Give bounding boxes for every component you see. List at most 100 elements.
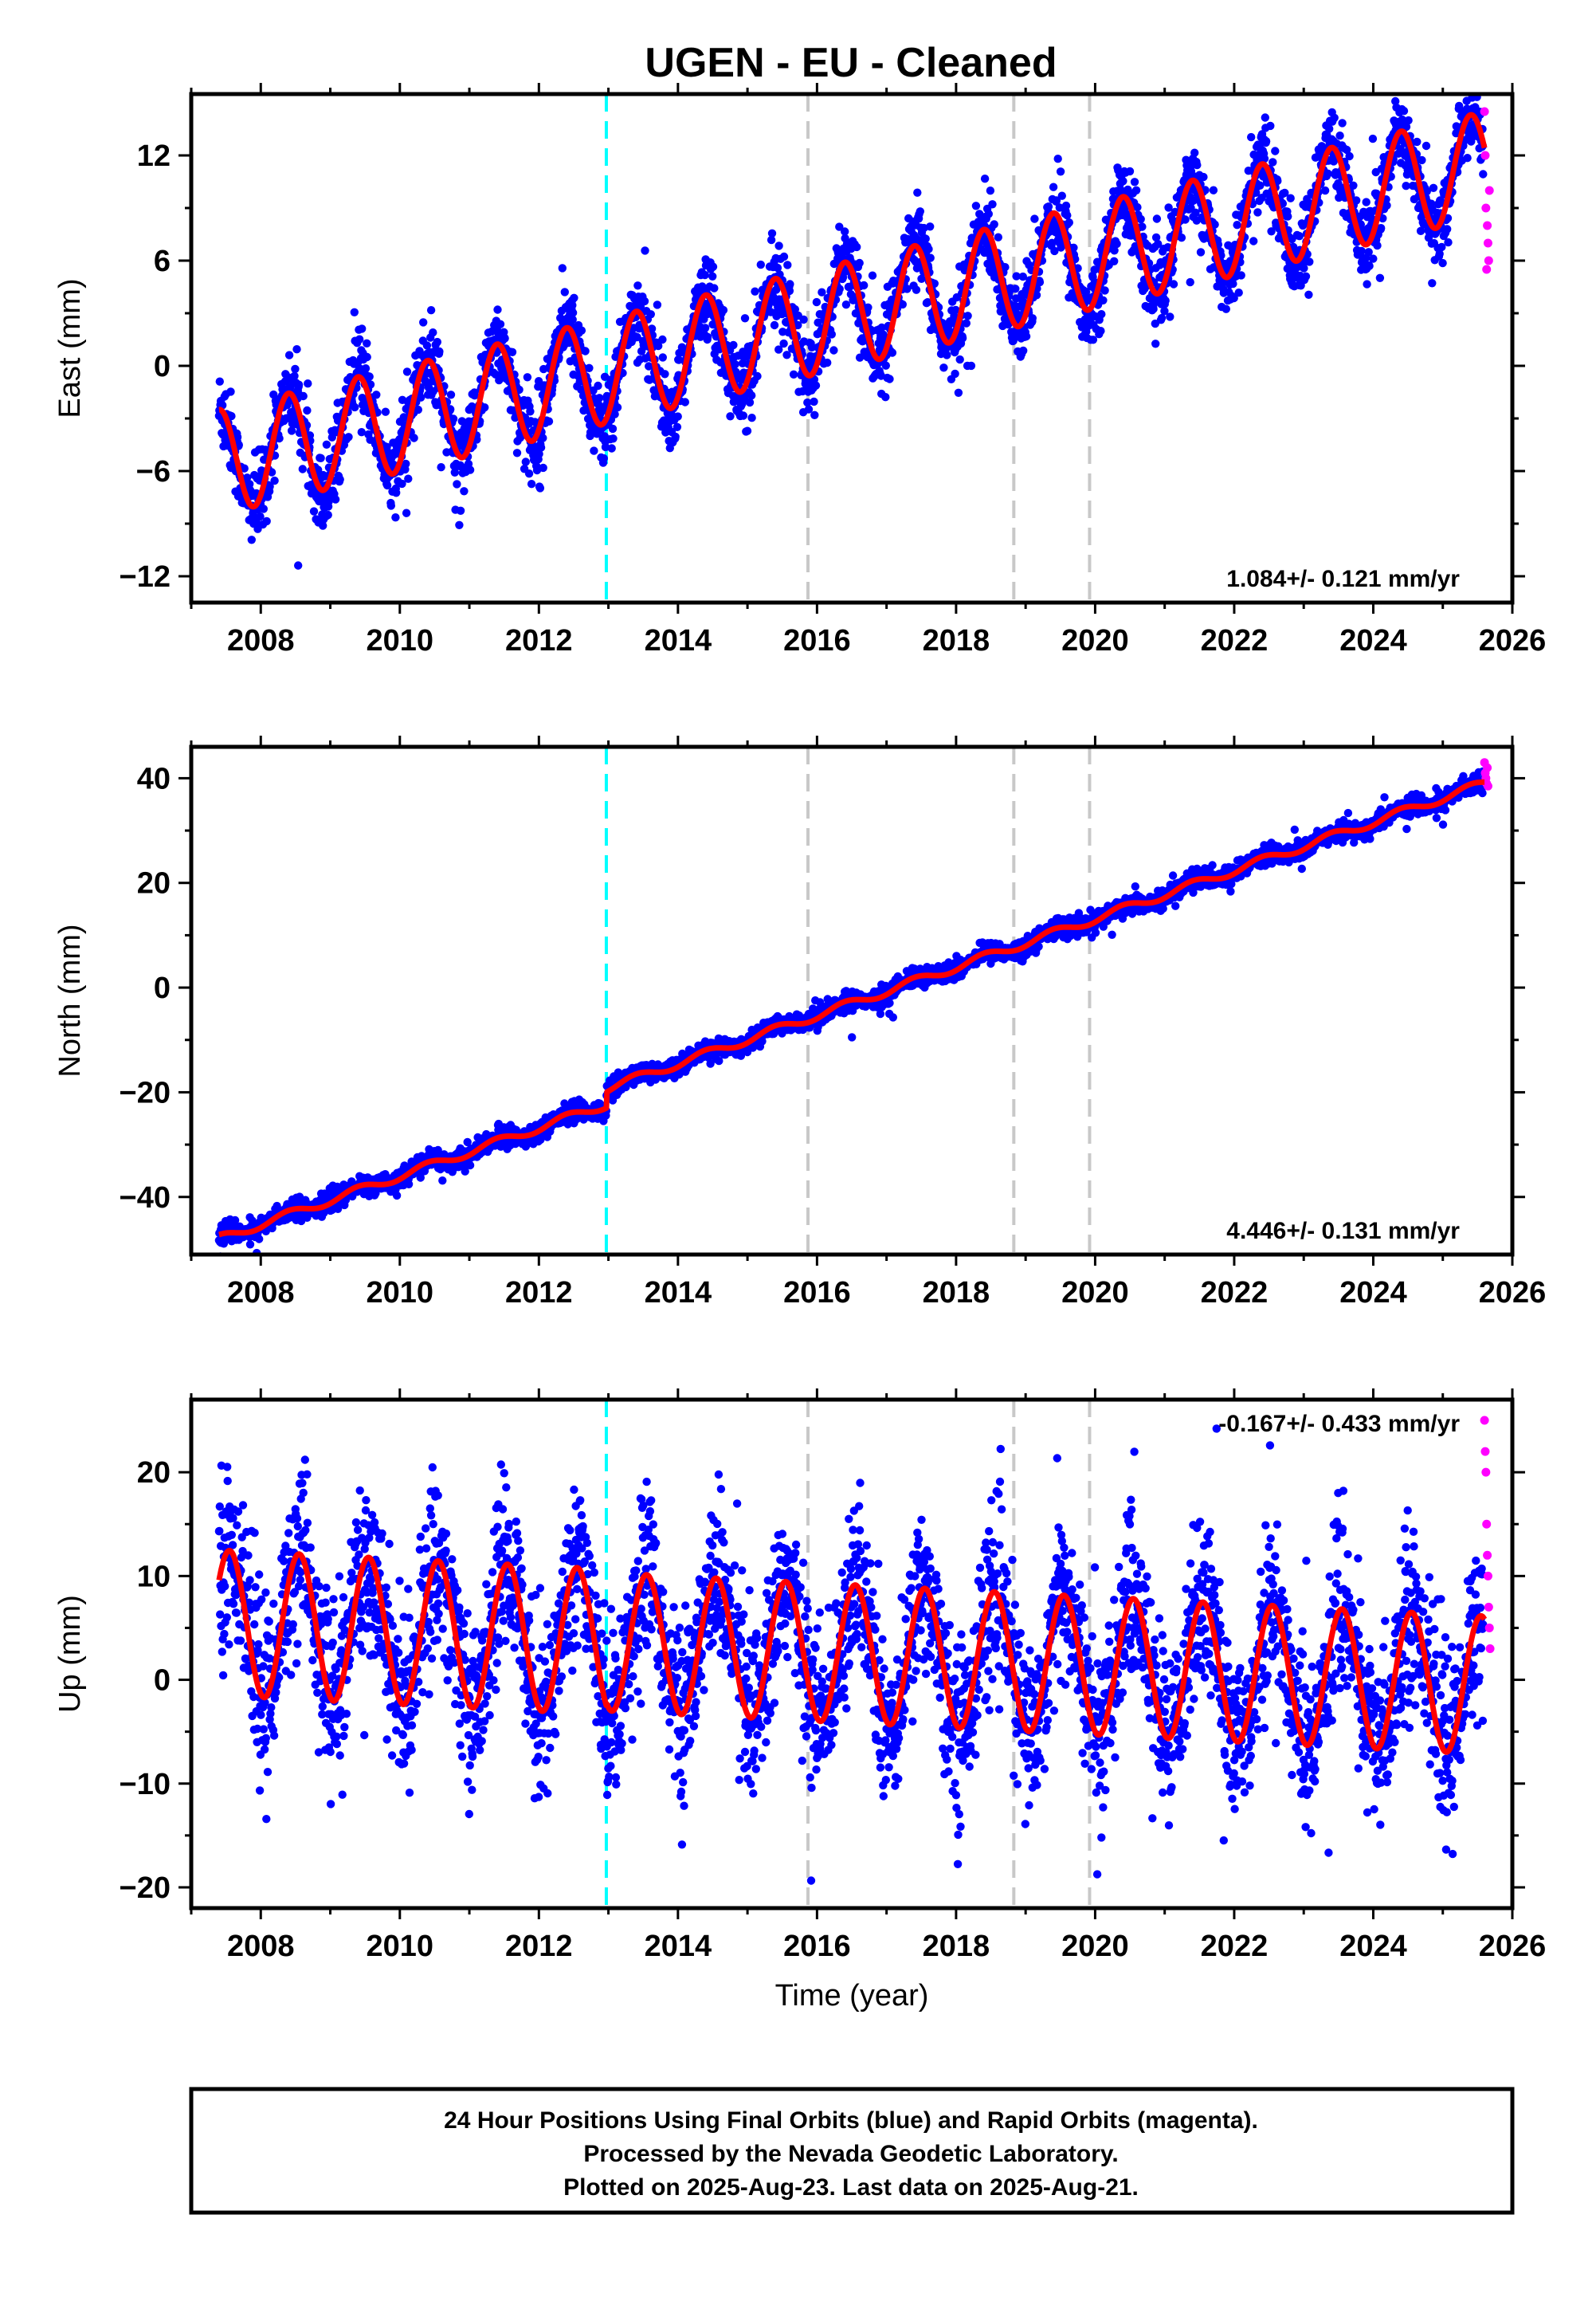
y-axis-title: East (mm)	[53, 278, 87, 418]
final-orbit-point	[433, 337, 441, 347]
final-orbit-point	[414, 405, 422, 414]
final-orbit-point	[1404, 116, 1413, 125]
final-orbit-point	[508, 348, 517, 356]
final-orbit-point	[1349, 181, 1358, 190]
final-orbit-point	[558, 264, 567, 273]
final-orbit-point	[1112, 239, 1121, 249]
final-orbit-point	[581, 347, 590, 355]
final-orbit-point	[954, 388, 963, 397]
final-orbit-point	[812, 297, 822, 307]
final-orbit-point	[372, 391, 381, 399]
final-orbit-point	[804, 405, 814, 414]
final-orbit-point	[1295, 232, 1304, 241]
final-orbit-point	[774, 242, 783, 250]
final-orbit-point	[437, 463, 445, 472]
final-orbit-point	[1196, 248, 1206, 257]
final-orbit-point	[951, 369, 959, 379]
final-orbit-point	[1271, 147, 1280, 155]
final-orbit-point	[322, 440, 331, 449]
final-orbit-point	[1362, 198, 1371, 206]
final-orbit-point	[814, 318, 822, 327]
final-orbit-point	[309, 507, 319, 516]
final-orbit-point	[535, 450, 543, 458]
final-orbit-point	[810, 410, 819, 419]
final-orbit-point	[524, 469, 534, 478]
final-orbit-point	[1097, 310, 1106, 319]
final-orbit-point	[810, 397, 818, 406]
final-orbit-point	[851, 309, 861, 318]
final-orbit-point	[885, 375, 894, 383]
final-orbit-point	[916, 207, 925, 216]
final-orbit-point	[779, 252, 789, 261]
final-orbit-point	[215, 377, 224, 386]
final-orbit-point	[753, 371, 762, 381]
final-orbit-point	[304, 379, 312, 388]
final-orbit-point	[786, 280, 794, 289]
rapid-orbit-point	[1483, 221, 1492, 230]
final-orbit-point	[265, 482, 274, 491]
final-orbit-point	[680, 398, 689, 406]
east-panel: 2008 2010 2012 2014 2016 2018 2020 2022 2024 2026…	[53, 83, 1546, 658]
final-orbit-point	[607, 444, 616, 453]
final-orbit-point	[381, 407, 390, 416]
final-orbit-point	[1305, 257, 1314, 266]
final-orbit-point	[955, 355, 964, 364]
final-orbit-point	[990, 220, 998, 229]
final-orbit-point	[291, 364, 300, 374]
final-orbit-point	[402, 509, 411, 517]
final-orbit-point	[767, 229, 777, 238]
final-orbit-point	[864, 303, 873, 312]
final-orbit-point	[747, 391, 756, 400]
final-orbit-point	[344, 433, 353, 442]
x-tick-label: 2014	[645, 624, 712, 658]
model-fit-line	[217, 112, 1488, 510]
final-orbit-point	[1133, 202, 1142, 212]
final-orbit-point	[419, 318, 428, 327]
final-orbit-point	[455, 520, 464, 529]
final-orbit-point	[646, 310, 655, 319]
final-orbit-point	[962, 319, 971, 328]
rapid-orbit-point	[1480, 151, 1490, 160]
final-orbit-point	[259, 505, 268, 513]
final-orbit-point	[590, 446, 598, 455]
final-orbit-point	[1382, 201, 1391, 210]
final-orbit-point	[404, 1180, 414, 1189]
final-orbit-point	[544, 417, 554, 426]
final-orbit-point	[299, 391, 308, 401]
final-orbit-point	[1418, 155, 1426, 165]
final-orbit-point	[610, 410, 619, 418]
final-orbit-point	[641, 246, 649, 255]
final-orbit-point	[539, 434, 547, 442]
final-orbit-point	[404, 474, 413, 483]
final-orbit-point	[1421, 141, 1431, 151]
rapid-orbit-point	[1480, 107, 1489, 116]
final-orbit-point	[450, 468, 459, 477]
final-orbit-point	[1345, 151, 1354, 161]
final-orbit-point	[756, 260, 765, 269]
final-orbit-point	[1100, 286, 1109, 295]
final-orbit-point	[1169, 280, 1178, 289]
final-orbit-point	[233, 433, 242, 442]
final-orbit-point	[355, 335, 364, 344]
final-orbit-point	[392, 1191, 402, 1200]
final-orbit-point	[1373, 241, 1382, 250]
final-orbit-point	[351, 403, 359, 412]
final-orbit-point	[645, 362, 653, 371]
final-orbit-point	[1368, 134, 1378, 143]
final-orbit-point	[287, 426, 296, 435]
final-orbit-point	[943, 351, 951, 359]
final-orbit-point	[853, 242, 861, 252]
final-orbit-point	[779, 339, 788, 348]
final-orbit-point	[577, 326, 586, 335]
final-orbit-point	[470, 391, 479, 400]
final-orbit-point	[570, 293, 578, 302]
final-orbit-point	[986, 187, 995, 195]
final-orbit-point	[1138, 222, 1147, 231]
final-orbit-point	[745, 398, 755, 407]
final-orbit-point	[1049, 183, 1058, 191]
final-orbit-point	[438, 1176, 447, 1185]
final-orbit-point	[1057, 191, 1067, 200]
final-orbit-point	[898, 300, 908, 309]
final-orbit-point	[1413, 137, 1421, 147]
